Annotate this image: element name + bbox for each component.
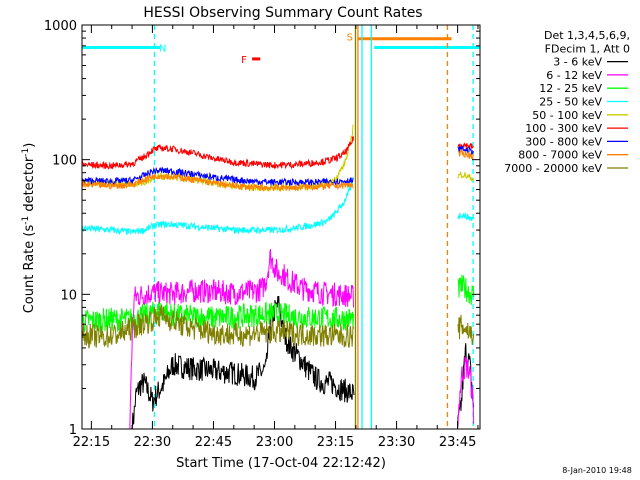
y-label-sup-2: -1 xyxy=(21,148,31,157)
y-axis-label: Count Rate (s-1 detector-1) xyxy=(21,143,37,314)
legend-header: Det 1,3,4,5,6,9, xyxy=(544,29,630,42)
series-line xyxy=(457,144,475,156)
legend-entry-label: 3 - 6 keV xyxy=(553,56,602,69)
x-tick-label: 23:15 xyxy=(317,435,354,450)
series-line xyxy=(81,166,354,187)
series-line xyxy=(457,356,475,427)
x-axis-label: Start Time (17-Oct-04 22:12:42) xyxy=(176,456,386,471)
y-label-base: Count Rate (s xyxy=(22,225,37,314)
y-label-mid: detector xyxy=(22,156,37,216)
x-tick-label: 23:00 xyxy=(256,435,293,450)
series-line xyxy=(457,171,475,182)
legend-entry-label: 800 - 7000 keV xyxy=(518,149,602,162)
series-line xyxy=(81,177,354,236)
chart-title: HESSI Observing Summary Count Rates xyxy=(143,5,422,21)
y-tick-label: 1 xyxy=(69,423,77,438)
legend-entry-label: 6 - 12 keV xyxy=(546,69,602,82)
legend-header: FDecim 1, Att 0 xyxy=(545,42,630,55)
legend-entry-label: 50 - 100 keV xyxy=(532,109,602,122)
series-line xyxy=(81,304,354,349)
flag-label: F xyxy=(241,55,247,66)
series-layer xyxy=(81,123,475,430)
y-tick-label: 100 xyxy=(52,154,77,169)
legend-entry-label: 25 - 50 keV xyxy=(539,96,602,109)
plot-frame xyxy=(81,24,481,430)
series-line xyxy=(81,136,354,170)
axes-layer: 22:15 22:30 22:45 23:00 23:15 23:30 23:45 1 10 10… xyxy=(44,19,480,450)
series-line xyxy=(457,274,475,305)
series-line xyxy=(81,172,354,193)
flag-layer: N F S xyxy=(82,33,480,66)
y-tick-label: 10 xyxy=(60,288,77,303)
x-tick-label: 23:30 xyxy=(378,435,415,450)
y-label-sup-1: -1 xyxy=(21,216,31,225)
legend-entry-label: 7000 - 20000 keV xyxy=(504,162,602,175)
legend-entry-label: 12 - 25 keV xyxy=(539,82,602,95)
flag-label: N xyxy=(159,44,166,55)
footer-date: 8-Jan-2010 19:48 xyxy=(562,466,632,475)
legend: Det 1,3,4,5,6,9,FDecim 1, Att 03 - 6 keV… xyxy=(504,29,630,175)
x-tick-label: 22:15 xyxy=(73,435,110,450)
plot-area: N F S xyxy=(81,25,480,430)
series-line xyxy=(457,142,474,150)
y-tick-label: 1000 xyxy=(44,19,77,34)
x-tick-label: 22:30 xyxy=(134,435,171,450)
series-line xyxy=(457,314,475,345)
y-label-end: ) xyxy=(22,143,37,148)
legend-entry-label: 300 - 800 keV xyxy=(525,135,602,148)
series-line xyxy=(457,212,474,221)
flag-label: S xyxy=(347,33,353,44)
series-line xyxy=(457,148,475,160)
legend-entry-label: 100 - 300 keV xyxy=(525,122,602,135)
x-tick-label: 22:45 xyxy=(195,435,232,450)
x-tick-label: 23:45 xyxy=(439,435,476,450)
series-line xyxy=(81,301,354,333)
